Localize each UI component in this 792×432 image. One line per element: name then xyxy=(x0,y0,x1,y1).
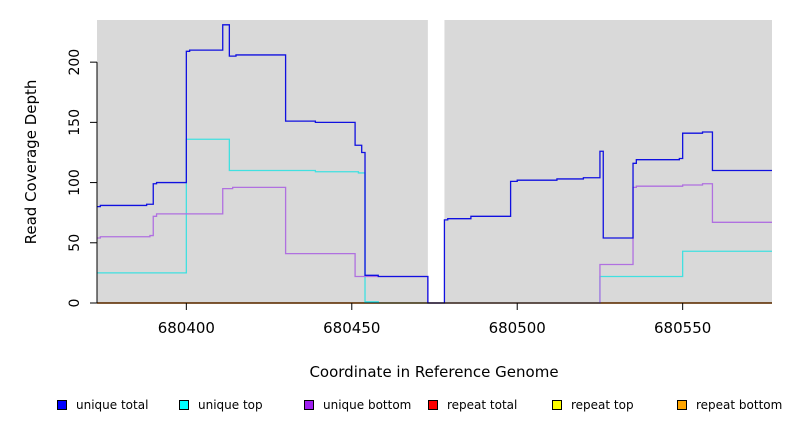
missing-region-gap xyxy=(427,20,445,303)
y-tick-label: 100 xyxy=(67,169,83,196)
axes-layer: 680400 680450 680500 680550 0 50 100 150 200 xyxy=(67,49,772,337)
y-tick-label: 200 xyxy=(67,49,83,76)
legend-swatch xyxy=(304,400,314,410)
x-axis-label: Coordinate in Reference Genome xyxy=(309,363,558,381)
y-axis-label: Read Coverage Depth xyxy=(22,80,40,245)
chart-legend: unique total unique top unique bottom repea… xyxy=(0,398,792,420)
x-tick-label: 680400 xyxy=(158,319,215,337)
legend-item-unique-bottom: unique bottom xyxy=(304,398,411,412)
y-tick-label: 50 xyxy=(67,234,83,252)
legend-label: unique top xyxy=(198,398,263,412)
legend-item-repeat-total: repeat total xyxy=(428,398,517,412)
legend-swatch xyxy=(428,400,438,410)
x-tick-label: 680550 xyxy=(654,319,711,337)
legend-label: repeat bottom xyxy=(696,398,783,412)
legend-label: unique bottom xyxy=(323,398,412,412)
legend-swatch xyxy=(677,400,687,410)
legend-label: unique total xyxy=(76,398,149,412)
legend-label: repeat top xyxy=(571,398,634,412)
series-line-unique-bottom xyxy=(97,183,772,304)
legend-swatch xyxy=(57,400,67,410)
x-tick-label: 680500 xyxy=(489,319,546,337)
legend-label: repeat total xyxy=(447,398,518,412)
coverage-chart: 680400 680450 680500 680550 0 50 100 150 200 Coo… xyxy=(22,20,772,381)
y-tick-label: 0 xyxy=(67,299,83,308)
y-tick-label: 150 xyxy=(67,109,83,136)
legend-swatch xyxy=(552,400,562,410)
legend-item-unique-top: unique top xyxy=(179,398,263,412)
legend-item-repeat-bottom: repeat bottom xyxy=(677,398,782,412)
legend-item-repeat-top: repeat top xyxy=(552,398,634,412)
missing-region xyxy=(427,20,445,303)
legend-swatch xyxy=(179,400,189,410)
legend-item-unique-total: unique total xyxy=(57,398,148,412)
x-tick-label: 680450 xyxy=(323,319,380,337)
